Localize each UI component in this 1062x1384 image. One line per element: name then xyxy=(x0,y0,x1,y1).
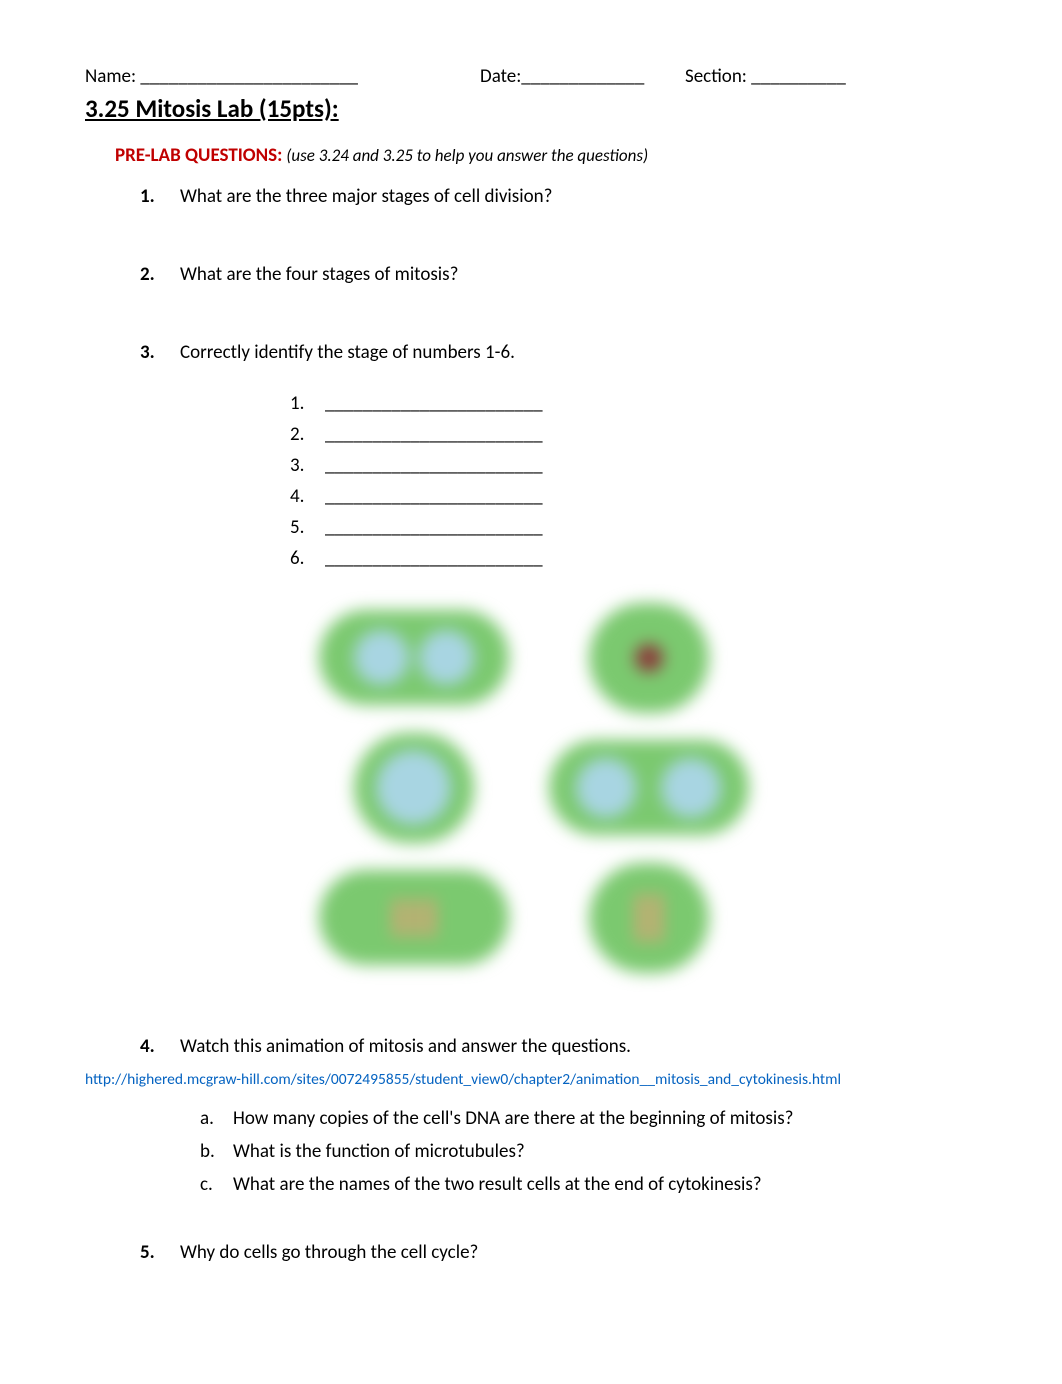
question-number: 1. xyxy=(140,185,180,208)
question-list-end: 5. Why do cells go through the cell cycl… xyxy=(85,1241,977,1264)
sub-text: What are the names of the two result cel… xyxy=(233,1173,762,1196)
date-field[interactable]: Date:_____________ xyxy=(480,65,685,88)
stage-number: 6. xyxy=(290,547,325,570)
section-field[interactable]: Section: __________ xyxy=(685,65,977,88)
cell-stage-6 xyxy=(541,860,756,975)
question-number: 3. xyxy=(140,341,180,364)
stage-blank-4: 4. _______________________ xyxy=(290,485,977,508)
subquestion-b: b. What is the function of microtubules? xyxy=(200,1140,977,1163)
stage-number: 2. xyxy=(290,423,325,446)
cell-stage-5 xyxy=(306,860,521,975)
question-text: What are the four stages of mitosis? xyxy=(180,263,977,286)
subquestion-a: a. How many copies of the cell's DNA are… xyxy=(200,1107,977,1130)
question-3: 3. Correctly identify the stage of numbe… xyxy=(140,341,977,364)
cell-stage-1 xyxy=(306,600,521,715)
stage-blanks-list: 1. _______________________ 2. __________… xyxy=(85,392,977,570)
question-list-continued: 4. Watch this animation of mitosis and a… xyxy=(85,1035,977,1058)
question-text: Watch this animation of mitosis and answ… xyxy=(180,1035,977,1058)
stage-blank[interactable]: _______________________ xyxy=(325,485,543,508)
question-2: 2. What are the four stages of mitosis? xyxy=(140,263,977,286)
question-number: 5. xyxy=(140,1241,180,1264)
cell-stage-3 xyxy=(306,730,521,845)
question-5: 5. Why do cells go through the cell cycl… xyxy=(140,1241,977,1264)
header-row: Name: _______________________ Date:_____… xyxy=(85,65,977,88)
question-text: Correctly identify the stage of numbers … xyxy=(180,341,977,364)
subquestion-c: c. What are the names of the two result … xyxy=(200,1173,977,1196)
stage-number: 4. xyxy=(290,485,325,508)
sub-text: How many copies of the cell's DNA are th… xyxy=(233,1107,793,1130)
question-number: 4. xyxy=(140,1035,180,1058)
question-list: 1. What are the three major stages of ce… xyxy=(85,185,977,364)
question-4: 4. Watch this animation of mitosis and a… xyxy=(140,1035,977,1058)
stage-blank-6: 6. _______________________ xyxy=(290,547,977,570)
prelab-note: (use 3.24 and 3.25 to help you answer th… xyxy=(282,145,648,166)
stage-blank[interactable]: _______________________ xyxy=(325,454,543,477)
page-title: 3.25 Mitosis Lab (15pts): xyxy=(85,93,977,124)
question-number: 2. xyxy=(140,263,180,286)
stage-blank-5: 5. _______________________ xyxy=(290,516,977,539)
cell-stage-2 xyxy=(541,600,756,715)
question-1: 1. What are the three major stages of ce… xyxy=(140,185,977,208)
question-text: Why do cells go through the cell cycle? xyxy=(180,1241,977,1264)
sub-letter: a. xyxy=(200,1107,233,1130)
prelab-heading: PRE-LAB QUESTIONS: (use 3.24 and 3.25 to… xyxy=(85,144,977,167)
sub-text: What is the function of microtubules? xyxy=(233,1140,525,1163)
subquestion-list: a. How many copies of the cell's DNA are… xyxy=(85,1107,977,1196)
stage-number: 1. xyxy=(290,392,325,415)
stage-blank[interactable]: _______________________ xyxy=(325,423,543,446)
cell-stage-4 xyxy=(541,730,756,845)
stage-number: 3. xyxy=(290,454,325,477)
stage-blank[interactable]: _______________________ xyxy=(325,392,543,415)
prelab-label: PRE-LAB QUESTIONS: xyxy=(115,144,282,167)
question-text: What are the three major stages of cell … xyxy=(180,185,977,208)
stage-number: 5. xyxy=(290,516,325,539)
stage-blank-1: 1. _______________________ xyxy=(290,392,977,415)
name-field[interactable]: Name: _______________________ xyxy=(85,65,480,88)
sub-letter: c. xyxy=(200,1173,233,1196)
stage-blank[interactable]: _______________________ xyxy=(325,516,543,539)
animation-link[interactable]: http://highered.mcgraw-hill.com/sites/00… xyxy=(85,1070,977,1089)
stage-blank-3: 3. _______________________ xyxy=(290,454,977,477)
sub-letter: b. xyxy=(200,1140,233,1163)
stage-blank[interactable]: _______________________ xyxy=(325,547,543,570)
mitosis-diagram xyxy=(85,600,977,975)
stage-blank-2: 2. _______________________ xyxy=(290,423,977,446)
